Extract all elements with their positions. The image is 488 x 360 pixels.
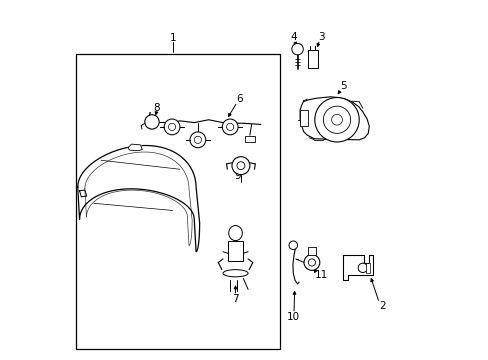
Circle shape — [331, 114, 342, 125]
Circle shape — [164, 119, 180, 135]
Bar — [76, 54, 280, 348]
Text: 2: 2 — [378, 301, 385, 311]
Polygon shape — [300, 97, 368, 140]
Text: 7: 7 — [232, 294, 238, 304]
Bar — [300, 110, 307, 126]
Text: 5: 5 — [339, 81, 346, 91]
Circle shape — [237, 162, 244, 170]
Circle shape — [231, 157, 249, 175]
Text: 6: 6 — [235, 94, 242, 104]
Circle shape — [168, 123, 175, 131]
Text: 8: 8 — [153, 103, 160, 113]
Circle shape — [314, 98, 359, 142]
Polygon shape — [343, 255, 372, 280]
Polygon shape — [128, 144, 142, 150]
Bar — [366, 263, 369, 273]
Bar — [308, 247, 316, 255]
Circle shape — [291, 43, 303, 55]
Text: 3: 3 — [318, 32, 324, 41]
Ellipse shape — [223, 270, 247, 277]
Text: 10: 10 — [286, 312, 299, 322]
Bar — [244, 135, 254, 142]
Bar — [307, 50, 317, 68]
Circle shape — [304, 255, 319, 270]
Circle shape — [288, 241, 297, 249]
Text: 1: 1 — [169, 33, 176, 43]
Circle shape — [190, 132, 205, 148]
Text: 9: 9 — [234, 171, 240, 181]
Circle shape — [144, 115, 159, 129]
Circle shape — [323, 106, 350, 134]
Circle shape — [222, 119, 238, 135]
Polygon shape — [78, 145, 199, 252]
Ellipse shape — [228, 226, 242, 240]
Text: 11: 11 — [314, 270, 327, 280]
Bar — [228, 241, 242, 261]
Circle shape — [308, 259, 315, 266]
Text: 4: 4 — [290, 32, 297, 41]
Circle shape — [194, 136, 201, 143]
Circle shape — [357, 263, 367, 273]
Circle shape — [226, 123, 233, 131]
